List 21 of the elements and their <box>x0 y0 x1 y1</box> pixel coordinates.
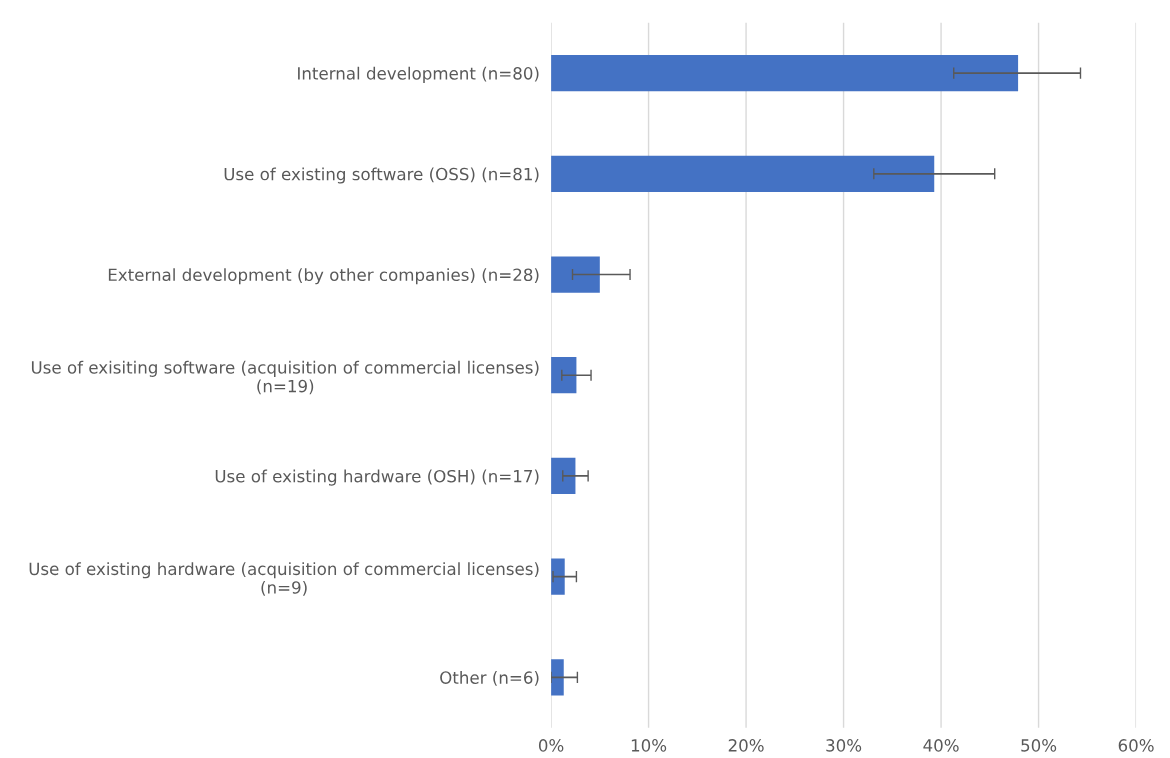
y-tick-label: Other (n=6) <box>440 671 539 686</box>
y-tick-label: Use of existing hardware (acquisition of commercial licenses) (n=9) <box>29 562 539 596</box>
bar <box>551 357 577 394</box>
x-tick-label: 0% <box>538 739 564 752</box>
bar <box>551 256 600 293</box>
bar <box>551 558 565 595</box>
bar <box>551 457 576 495</box>
y-tick-label: Use of existing hardware (OSH) (n=17) <box>215 469 539 486</box>
y-tick-label: Use of existing software (OSS) (n=81) <box>224 167 539 184</box>
bar <box>551 659 564 696</box>
y-tick-label: Use of exisiting software (acquisition of commercial licenses) (n=19) <box>31 360 539 395</box>
y-tick-label: External development (by other companies) (n=28) <box>108 268 539 285</box>
x-tick-label: 10% <box>631 739 667 752</box>
x-tick-label: 60% <box>1118 739 1154 752</box>
x-tick-label: 50% <box>1021 739 1057 752</box>
y-tick-label: Internal development (n=80) <box>298 66 539 83</box>
x-tick-label: 20% <box>728 739 764 752</box>
x-tick-label: 30% <box>826 739 862 752</box>
bar <box>551 155 935 192</box>
bar <box>551 54 1019 92</box>
x-tick-label: 40% <box>923 739 959 752</box>
